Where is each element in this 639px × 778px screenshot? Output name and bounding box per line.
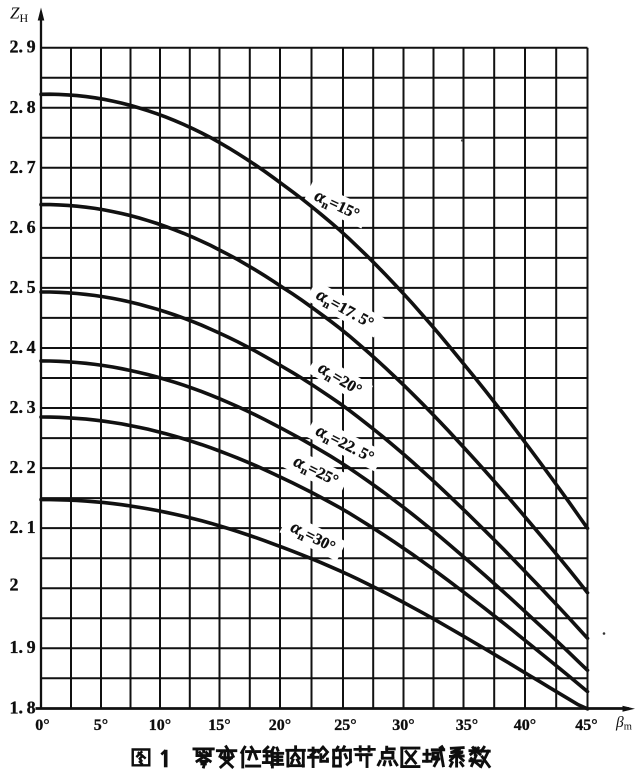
svg-text:30°: 30° [392, 717, 414, 734]
svg-text:2. 2: 2. 2 [10, 457, 36, 477]
svg-text:1. 9: 1. 9 [10, 637, 36, 657]
svg-text:5°: 5° [94, 717, 108, 734]
svg-text:2. 9: 2. 9 [10, 37, 36, 57]
svg-text:20°: 20° [269, 717, 291, 734]
svg-text:2. 8: 2. 8 [10, 97, 36, 117]
svg-text:10°: 10° [149, 717, 171, 734]
svg-text:45°: 45° [575, 717, 597, 734]
svg-text:2. 6: 2. 6 [10, 217, 36, 237]
svg-text:35°: 35° [456, 717, 478, 734]
svg-text:40°: 40° [514, 717, 536, 734]
svg-text:2. 7: 2. 7 [10, 157, 36, 177]
svg-text:2. 5: 2. 5 [10, 277, 36, 297]
svg-text:2. 1: 2. 1 [10, 517, 36, 537]
svg-text:25°: 25° [334, 717, 356, 734]
svg-text:0°: 0° [35, 717, 49, 734]
svg-text:2. 4: 2. 4 [10, 337, 36, 357]
svg-text:2. 3: 2. 3 [10, 397, 36, 417]
svg-text:1. 8: 1. 8 [10, 697, 36, 717]
svg-text:15°: 15° [208, 717, 230, 734]
svg-text:2: 2 [10, 575, 19, 595]
